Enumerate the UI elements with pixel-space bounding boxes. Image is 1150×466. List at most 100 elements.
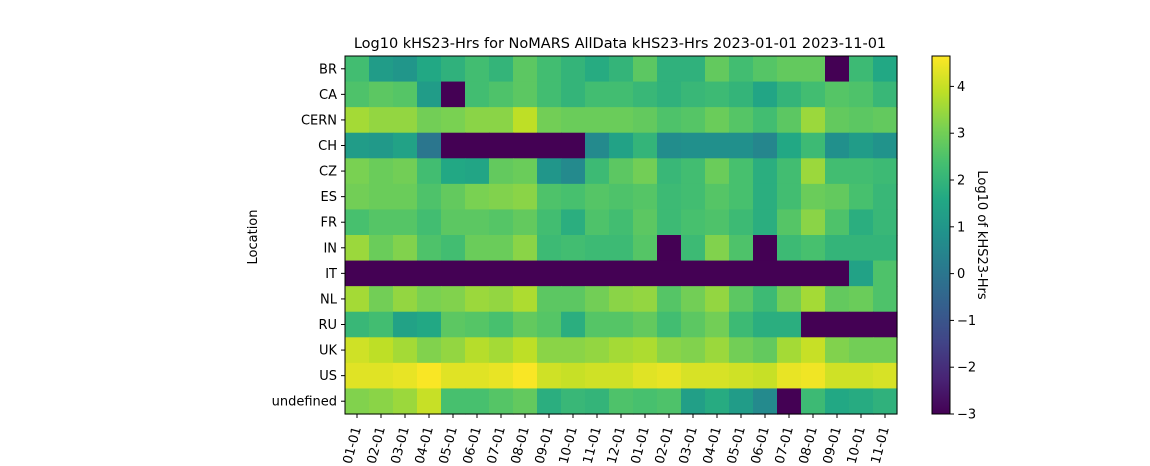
colorbar-ticks: −3 −2 −1 0 1 2 3 4 [950,80,976,423]
x-tick-label: 05-01 [437,425,461,465]
heatmap-cell [681,337,706,364]
heatmap-cell [681,209,706,236]
heatmap-cell [633,260,658,287]
heatmap-cell [345,337,370,364]
x-tick-label: 08-01 [797,425,821,465]
heatmap-cell [873,183,898,211]
heatmap-cell [657,337,682,364]
heatmap-cell [777,107,802,134]
heatmap-cell [777,183,802,211]
heatmap-cell [801,235,826,262]
heatmap-cell [873,81,898,108]
heatmap-cell [561,132,586,159]
heatmap-cell [705,209,730,236]
heatmap-cell [609,388,634,415]
heatmap-cell [537,337,562,364]
heatmap-cell [609,81,634,108]
heatmap-cell [513,260,538,287]
x-tick-label: 07-01 [773,425,797,465]
heatmap-cell [705,235,730,262]
heatmap-cells [345,56,898,415]
heatmap-cell [489,311,514,338]
heatmap-cell [633,209,658,236]
heatmap-cell [441,132,466,159]
x-tick-label: 04-01 [701,425,725,465]
heatmap-cell [801,158,826,185]
heatmap-cell [537,183,562,211]
x-tick-label: 11-01 [869,425,893,465]
heatmap-cell [825,81,850,108]
heatmap-cell [753,158,778,185]
y-tick-label: IN [323,241,337,256]
heatmap-cell [777,158,802,185]
heatmap-cell [537,362,562,390]
heatmap-cell [729,209,754,236]
colorbar-label: Log10 of kHS23-Hrs [974,170,989,299]
heatmap-cell [729,183,754,211]
heatmap-cell [513,56,538,83]
heatmap-cell [705,132,730,159]
x-tick-label: 08-01 [509,425,533,465]
heatmap-cell [681,56,706,83]
heatmap-cell [777,81,802,108]
heatmap-cell [489,286,514,313]
colorbar-tick-label: 2 [957,174,965,189]
heatmap-cell [441,311,466,338]
heatmap-cell [777,132,802,159]
heatmap-cell [513,311,538,338]
heatmap-cell [513,337,538,364]
heatmap-cell [657,81,682,108]
heatmap-cell [657,56,682,83]
heatmap-cell [441,209,466,236]
heatmap-cell [801,311,826,338]
x-tick-label: 03-01 [389,425,413,465]
heatmap-cell [873,158,898,185]
y-tick-label: BR [319,62,337,77]
heatmap-cell [825,362,850,390]
heatmap-cell [369,337,394,364]
heatmap-cell [657,388,682,415]
heatmap-cell [705,311,730,338]
heatmap-cell [537,209,562,236]
heatmap-cell [417,388,442,415]
heatmap-cell [609,132,634,159]
heatmap-cell [609,183,634,211]
heatmap-cell [681,362,706,390]
y-axis-ticks: BR CA CERN CH CZ ES FR IN IT NL RU UK US undefined [272,62,345,410]
heatmap-cell [729,81,754,108]
heatmap-cell [585,56,610,83]
heatmap-cell [705,183,730,211]
heatmap-cell [849,209,874,236]
heatmap-cell [561,56,586,83]
heatmap-cell [825,158,850,185]
heatmap-cell [681,132,706,159]
heatmap-cell [345,260,370,287]
heatmap-cell [489,388,514,415]
heatmap-cell [873,311,898,338]
heatmap-cell [705,56,730,83]
heatmap-cell [777,311,802,338]
heatmap-cell [849,286,874,313]
colorbar-frame [931,55,951,415]
heatmap-cell [849,132,874,159]
heatmap-cell [345,235,370,262]
heatmap-cell [537,235,562,262]
heatmap-cell [873,107,898,134]
x-tick-label: 06-01 [749,425,773,465]
heatmap-cell [513,209,538,236]
heatmap-cell [345,56,370,83]
heatmap-cell [657,209,682,236]
heatmap-cell [537,56,562,83]
heatmap-cell [561,337,586,364]
heatmap-cell [801,107,826,134]
heatmap-cell [753,388,778,415]
heatmap-cell [777,337,802,364]
heatmap-cell [753,311,778,338]
heatmap-cell [825,56,850,83]
heatmap-cell [873,209,898,236]
heatmap-cell [513,388,538,415]
heatmap-cell [441,337,466,364]
heatmap-cell [729,337,754,364]
heatmap-cell [393,388,418,415]
y-tick-label: FR [320,216,337,231]
